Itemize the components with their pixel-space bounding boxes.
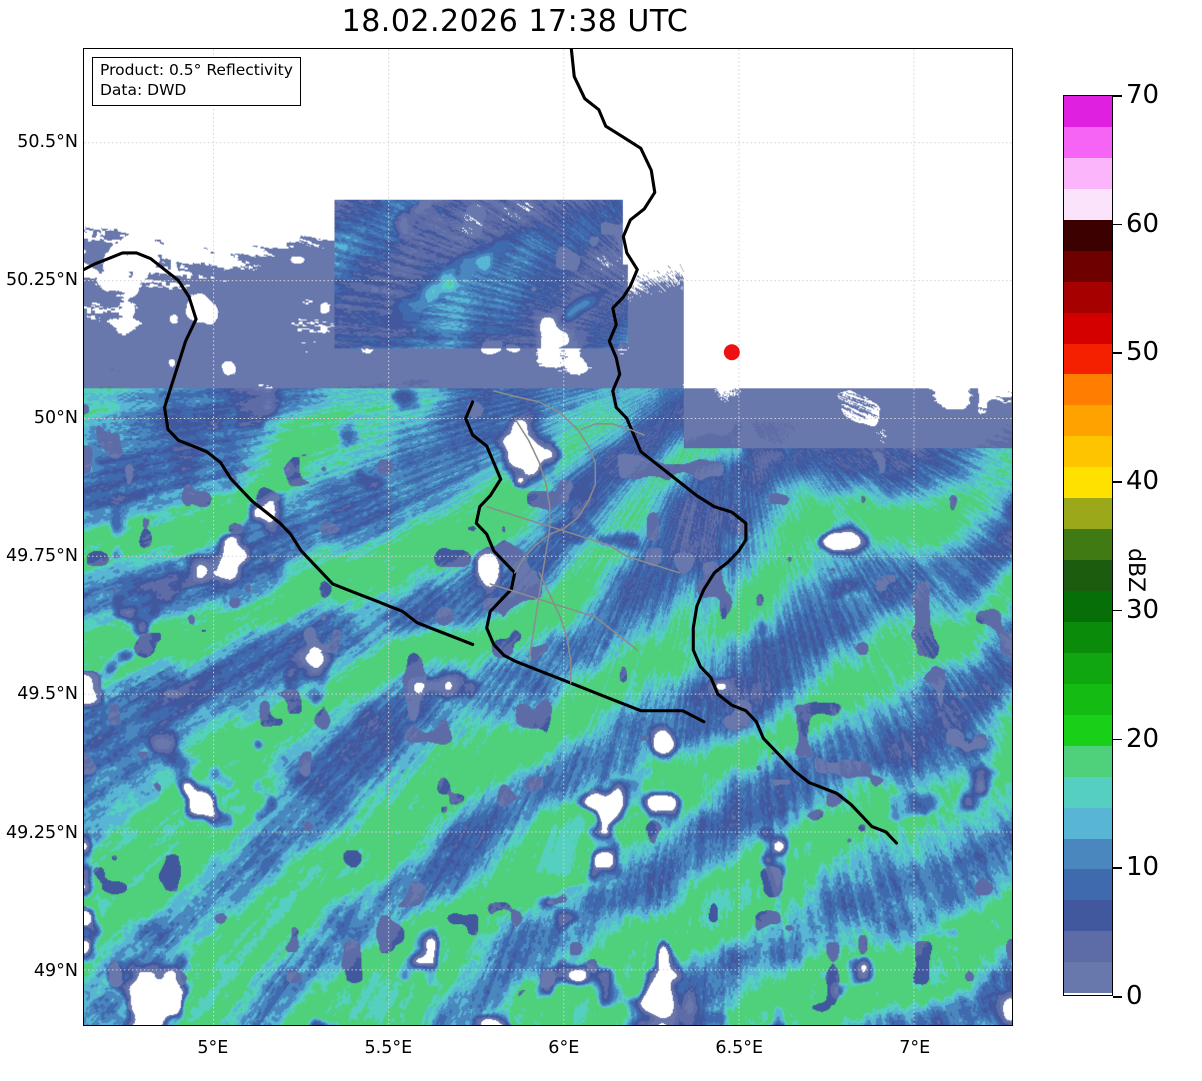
yaxis-tick-label: 49.75°N	[6, 546, 78, 567]
map-gridlines	[84, 49, 1012, 1025]
xaxis-tick-label: 6.5°E	[715, 1038, 764, 1058]
colorbar-tick-label: 0	[1126, 981, 1143, 1011]
colorbar-band	[1064, 498, 1112, 514]
colorbar-tick-label: 20	[1126, 723, 1160, 754]
colorbar-tick	[1113, 867, 1122, 869]
colorbar-band	[1064, 776, 1112, 793]
colorbar-tick	[1113, 996, 1122, 998]
product-line: Product: 0.5° Reflectivity	[100, 61, 293, 79]
colorbar-band	[1064, 730, 1112, 746]
colorbar-axis-label: dBZ	[1123, 548, 1148, 593]
page-title: 18.02.2026 17:38 UTC	[341, 4, 689, 39]
colorbar-band	[1064, 219, 1112, 236]
yaxis-tick-label: 50.5°N	[17, 131, 78, 152]
colorbar-band	[1064, 529, 1112, 545]
colorbar-band	[1064, 977, 1112, 994]
colorbar-band	[1064, 266, 1112, 282]
colorbar-band	[1064, 931, 1112, 947]
data-source-line: Data: DWD	[100, 80, 187, 99]
colorbar-tick	[1113, 738, 1122, 741]
colorbar-band	[1064, 451, 1112, 468]
colorbar-band	[1064, 652, 1112, 669]
colorbar-band	[1064, 853, 1112, 870]
colorbar-band	[1064, 374, 1112, 390]
colorbar-band	[1064, 126, 1112, 143]
colorbar-band	[1064, 358, 1112, 375]
xaxis-tick-label: 5°E	[197, 1038, 229, 1058]
yaxis-tick-label: 49.5°N	[17, 684, 78, 705]
colorbar-tick	[1113, 609, 1122, 612]
product-info-box: Product: 0.5° Reflectivity Data: DWD	[92, 57, 301, 106]
map-borders-layer	[84, 49, 898, 845]
radar-map-plot: Product: 0.5° Reflectivity Data: DWD	[83, 48, 1013, 1026]
colorbar-tick-label: 70	[1126, 80, 1160, 110]
colorbar-band	[1064, 96, 1112, 112]
colorbar-band	[1064, 838, 1112, 854]
colorbar-tick-label: 60	[1126, 208, 1160, 239]
colorbar-band	[1064, 962, 1112, 978]
colorbar-band	[1064, 591, 1112, 607]
xaxis-tick-label: 5.5°E	[364, 1038, 413, 1058]
xaxis-tick-label: 7°E	[899, 1038, 931, 1058]
yaxis-tick-label: 50°N	[33, 408, 78, 429]
colorbar-band	[1064, 823, 1112, 839]
colorbar-band	[1064, 699, 1112, 715]
colorbar-tick	[1113, 95, 1122, 97]
colorbar-band	[1064, 389, 1112, 406]
radar-site-marker-layer	[723, 344, 740, 361]
colorbar-band	[1064, 111, 1112, 127]
colorbar-band	[1064, 637, 1112, 653]
radar-site-marker	[723, 344, 740, 361]
colorbar-band	[1064, 869, 1112, 885]
colorbar-tick-label: 40	[1126, 466, 1160, 497]
colorbar-tick-label: 50	[1126, 337, 1160, 368]
colorbar	[1063, 95, 1113, 996]
colorbar-band	[1064, 621, 1112, 638]
colorbar-band	[1064, 946, 1112, 963]
colorbar-band	[1064, 884, 1112, 901]
colorbar-band	[1064, 683, 1112, 700]
colorbar-band	[1064, 405, 1112, 421]
yaxis-tick-label: 49.25°N	[6, 822, 78, 843]
colorbar-band	[1064, 436, 1112, 452]
colorbar-tick-label: 10	[1126, 852, 1160, 883]
colorbar-band	[1064, 188, 1112, 205]
colorbar-band	[1064, 513, 1112, 530]
colorbar-band	[1064, 281, 1112, 298]
colorbar-band	[1064, 420, 1112, 437]
colorbar-band	[1064, 467, 1112, 483]
colorbar-band	[1064, 544, 1112, 561]
colorbar-tick	[1113, 223, 1122, 226]
colorbar-band	[1064, 235, 1112, 251]
colorbar-band	[1064, 575, 1112, 591]
colorbar-band	[1064, 204, 1112, 220]
colorbar-band	[1064, 560, 1112, 576]
yaxis-tick-label: 50.25°N	[6, 270, 78, 291]
colorbar-tick	[1113, 481, 1122, 483]
colorbar-band	[1064, 482, 1112, 499]
xaxis-tick-label: 6°E	[548, 1038, 580, 1058]
colorbar-tick-label: 30	[1126, 594, 1160, 625]
colorbar-band	[1064, 142, 1112, 158]
colorbar-band	[1064, 668, 1112, 684]
colorbar-band	[1064, 761, 1112, 777]
colorbar-tick	[1113, 352, 1122, 355]
colorbar-band	[1064, 173, 1112, 189]
colorbar-band	[1064, 328, 1112, 344]
colorbar-band	[1064, 900, 1112, 916]
yaxis-tick-label: 49°N	[33, 960, 78, 981]
colorbar-band	[1064, 792, 1112, 808]
colorbar-band	[1064, 157, 1112, 174]
colorbar-band	[1064, 915, 1112, 932]
colorbar-band	[1064, 807, 1112, 824]
colorbar-band	[1064, 745, 1112, 762]
colorbar-band	[1064, 714, 1112, 731]
colorbar-band	[1064, 606, 1112, 622]
colorbar-band	[1064, 250, 1112, 267]
colorbar-band	[1064, 312, 1112, 329]
colorbar-band	[1064, 297, 1112, 313]
colorbar-band	[1064, 343, 1112, 359]
